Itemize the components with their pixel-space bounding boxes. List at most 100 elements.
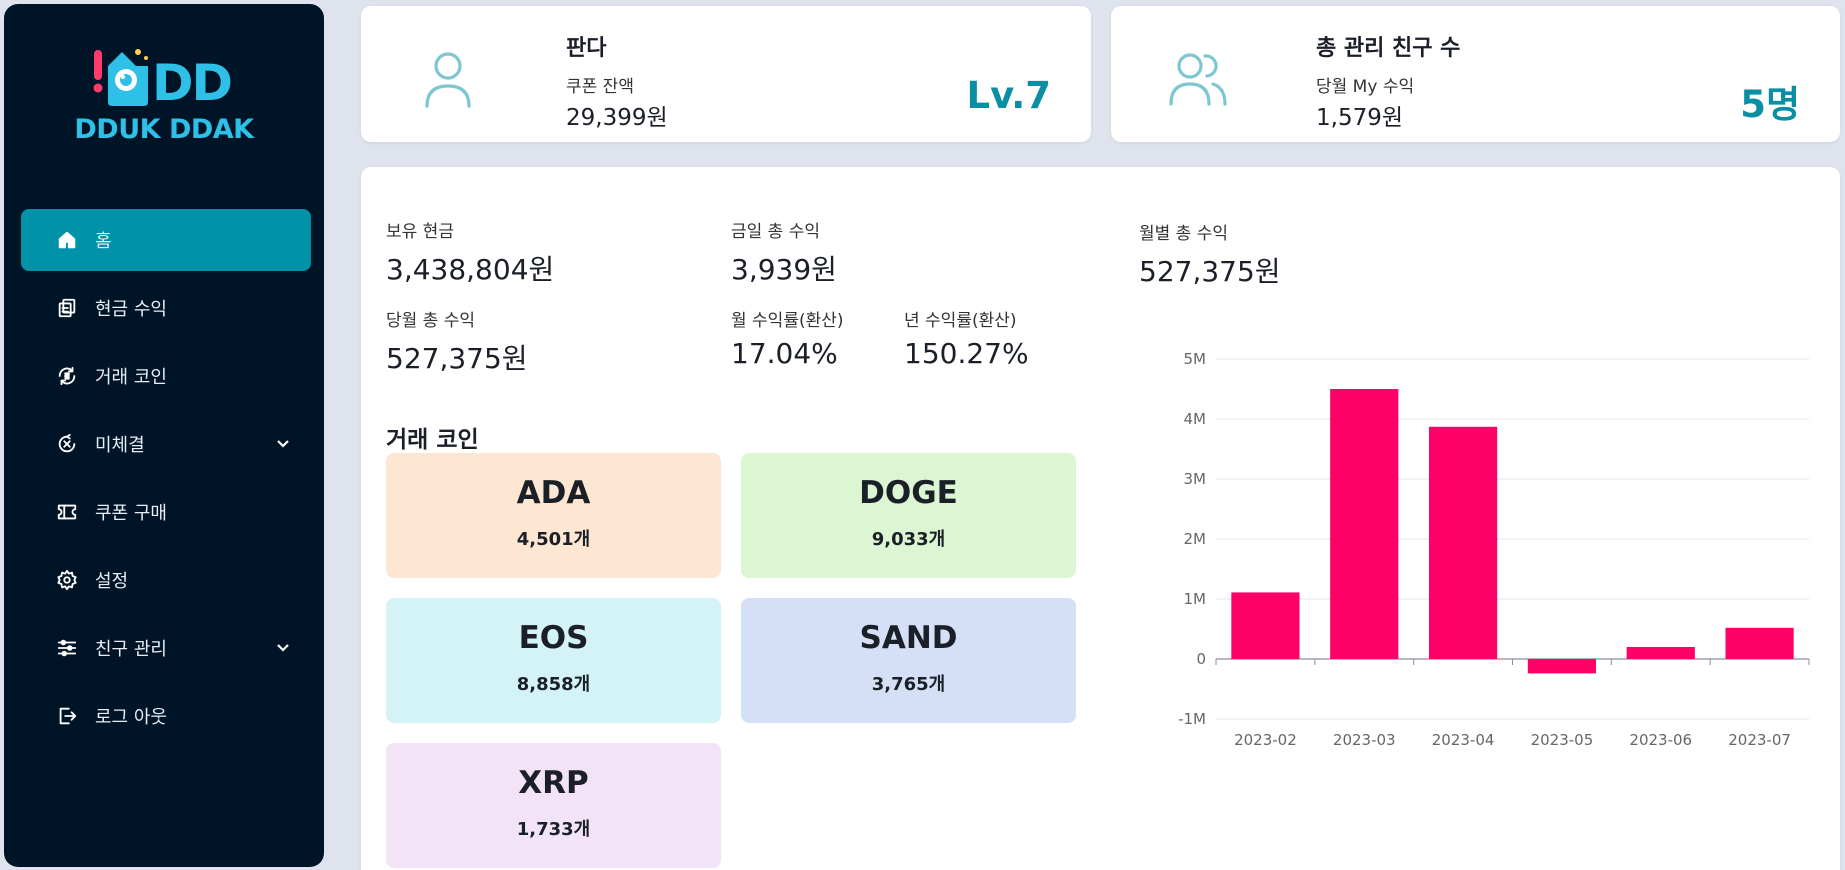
sidebar-item-label: 거래 코인 — [95, 367, 167, 388]
y-tick-label: 2M — [1184, 530, 1207, 548]
sidebar-item-label: 현금 수익 — [95, 299, 167, 320]
bar-2023-04 — [1428, 426, 1498, 659]
stat-label: 년 수익률(환산) — [904, 311, 1017, 331]
x-tick-label: 2023-06 — [1629, 731, 1692, 749]
x-tick-label: 2023-04 — [1432, 731, 1495, 749]
stat-label: 금일 총 수익 — [731, 222, 821, 242]
stat-cash: 보유 현금 3,438,804원 — [386, 217, 554, 288]
coin-count: 8,858개 — [516, 674, 591, 695]
coupon-balance-value: 29,399원 — [566, 105, 668, 131]
dashboard-main-card: 보유 현금 3,438,804원 금일 총 수익 3,939원 당월 총 수익 … — [361, 167, 1840, 870]
x-tick-label: 2023-07 — [1728, 731, 1791, 749]
coins-section-title: 거래 코인 — [386, 427, 479, 453]
stat-value: 3,939원 — [731, 253, 837, 286]
stat-label: 월별 총 수익 — [1139, 224, 1229, 244]
sidebar-item-home[interactable]: 홈 — [21, 209, 311, 271]
x-tick-label: 2023-02 — [1234, 731, 1297, 749]
friends-summary-card: 총 관리 친구 수 당월 My 수익 1,579원 5명 — [1111, 6, 1840, 142]
sliders-icon — [55, 636, 79, 660]
my-income-label: 당월 My 수익 — [1316, 77, 1415, 97]
y-tick-label: 0 — [1196, 650, 1206, 668]
ticket-icon — [55, 500, 79, 524]
coin-count: 4,501개 — [516, 529, 591, 550]
logout-icon — [55, 704, 79, 728]
coin-count: 9,033개 — [871, 529, 946, 550]
stat-value: 17.04% — [731, 337, 838, 370]
sidebar-item-label: 미체결 — [95, 435, 145, 456]
sidebar: DD DDUK DDAK 홈 현금 수익 거래 코인 미체결 쿠폰 구매 설정 — [4, 4, 324, 867]
coin-name: EOS — [518, 620, 589, 656]
stat-yearly-rate: 년 수익률(환산) 150.27% — [904, 306, 1029, 370]
logo-mascot-icon — [93, 49, 148, 106]
stat-label: 월 수익률(환산) — [731, 311, 844, 331]
friends-count: 5명 — [1740, 83, 1800, 126]
y-tick-label: 3M — [1184, 470, 1207, 488]
money-icon — [55, 296, 79, 320]
y-tick-label: 5M — [1184, 350, 1207, 368]
sidebar-item-friend-management[interactable]: 친구 관리 — [21, 617, 311, 679]
bar-2023-03 — [1330, 389, 1399, 659]
home-icon — [55, 228, 79, 252]
sidebar-item-pending[interactable]: 미체결 — [21, 413, 311, 475]
x-tick-label: 2023-03 — [1333, 731, 1396, 749]
chevron-down-icon[interactable] — [275, 639, 291, 655]
y-tick-label: 4M — [1184, 410, 1207, 428]
sidebar-item-label: 친구 관리 — [95, 639, 167, 660]
brand-name: DDUK DDAK — [74, 114, 254, 145]
stat-monthly-total: 월별 총 수익 527,375원 — [1139, 219, 1281, 290]
sidebar-item-cash-income[interactable]: 현금 수익 — [21, 277, 311, 339]
stat-value: 3,438,804원 — [386, 253, 555, 286]
coin-card-sand[interactable]: SAND 3,765개 — [741, 598, 1076, 723]
sidebar-item-label: 홈 — [95, 231, 112, 252]
coin-count: 1,733개 — [516, 819, 591, 840]
user-name: 판다 — [566, 36, 607, 61]
coin-card-xrp[interactable]: XRP 1,733개 — [386, 743, 721, 868]
stat-label: 보유 현금 — [386, 222, 454, 242]
my-income-value: 1,579원 — [1316, 105, 1404, 131]
sidebar-item-label: 로그 아웃 — [95, 707, 167, 728]
stat-today-income: 금일 총 수익 3,939원 — [731, 217, 837, 288]
stat-value: 150.27% — [904, 337, 1029, 370]
user-level: Lv.7 — [966, 74, 1051, 117]
y-tick-label: -1M — [1178, 710, 1206, 728]
bar-chart-svg: 5M 4M 3M 2M 1M 0 -1M 2023-02 2023-03 2023-04 2023-… — [1178, 350, 1810, 749]
sidebar-item-trading-coins[interactable]: 거래 코인 — [21, 345, 311, 407]
coin-name: ADA — [516, 475, 591, 511]
friends-title: 총 관리 친구 수 — [1316, 36, 1461, 61]
gear-icon — [55, 568, 79, 592]
coin-name: DOGE — [859, 475, 958, 511]
coin-count: 3,765개 — [871, 674, 946, 695]
sidebar-nav: 홈 현금 수익 거래 코인 미체결 쿠폰 구매 설정 친구 관리 — [21, 209, 311, 753]
coupon-balance-label: 쿠폰 잔액 — [566, 77, 634, 97]
bar-2023-07 — [1725, 627, 1794, 659]
coin-exchange-icon — [55, 364, 79, 388]
sidebar-item-coupon-purchase[interactable]: 쿠폰 구매 — [21, 481, 311, 543]
sidebar-item-label: 쿠폰 구매 — [95, 503, 167, 524]
coin-card-eos[interactable]: EOS 8,858개 — [386, 598, 721, 723]
stat-value: 527,375원 — [386, 342, 528, 375]
logo-mark-text: DD — [152, 54, 233, 112]
cancel-circle-icon — [55, 432, 79, 456]
sidebar-item-settings[interactable]: 설정 — [21, 549, 311, 611]
chevron-down-icon[interactable] — [275, 435, 291, 451]
coin-name: SAND — [859, 620, 958, 656]
sidebar-item-label: 설정 — [95, 571, 129, 592]
brand-logo[interactable]: DD DDUK DDAK — [4, 40, 324, 150]
stat-label: 당월 총 수익 — [386, 311, 476, 331]
stat-monthly-rate: 월 수익률(환산) 17.04% — [731, 306, 844, 370]
stat-month-income: 당월 총 수익 527,375원 — [386, 306, 528, 377]
coin-card-doge[interactable]: DOGE 9,033개 — [741, 453, 1076, 578]
x-tick-label: 2023-05 — [1531, 731, 1594, 749]
users-icon — [1163, 44, 1233, 114]
coin-name: XRP — [518, 765, 589, 801]
user-icon — [413, 44, 483, 114]
monthly-income-chart: 5M 4M 3M 2M 1M 0 -1M 2023-02 2023-03 2023-04 2023-… — [1121, 337, 1821, 837]
bar-2023-05 — [1527, 659, 1597, 674]
bar-2023-02 — [1231, 592, 1300, 659]
user-summary-card: 판다 쿠폰 잔액 29,399원 Lv.7 — [361, 6, 1091, 142]
bar-2023-06 — [1626, 647, 1695, 659]
y-tick-label: 1M — [1184, 590, 1207, 608]
sidebar-item-logout[interactable]: 로그 아웃 — [21, 685, 311, 747]
stat-value: 527,375원 — [1139, 255, 1281, 288]
coin-card-ada[interactable]: ADA 4,501개 — [386, 453, 721, 578]
